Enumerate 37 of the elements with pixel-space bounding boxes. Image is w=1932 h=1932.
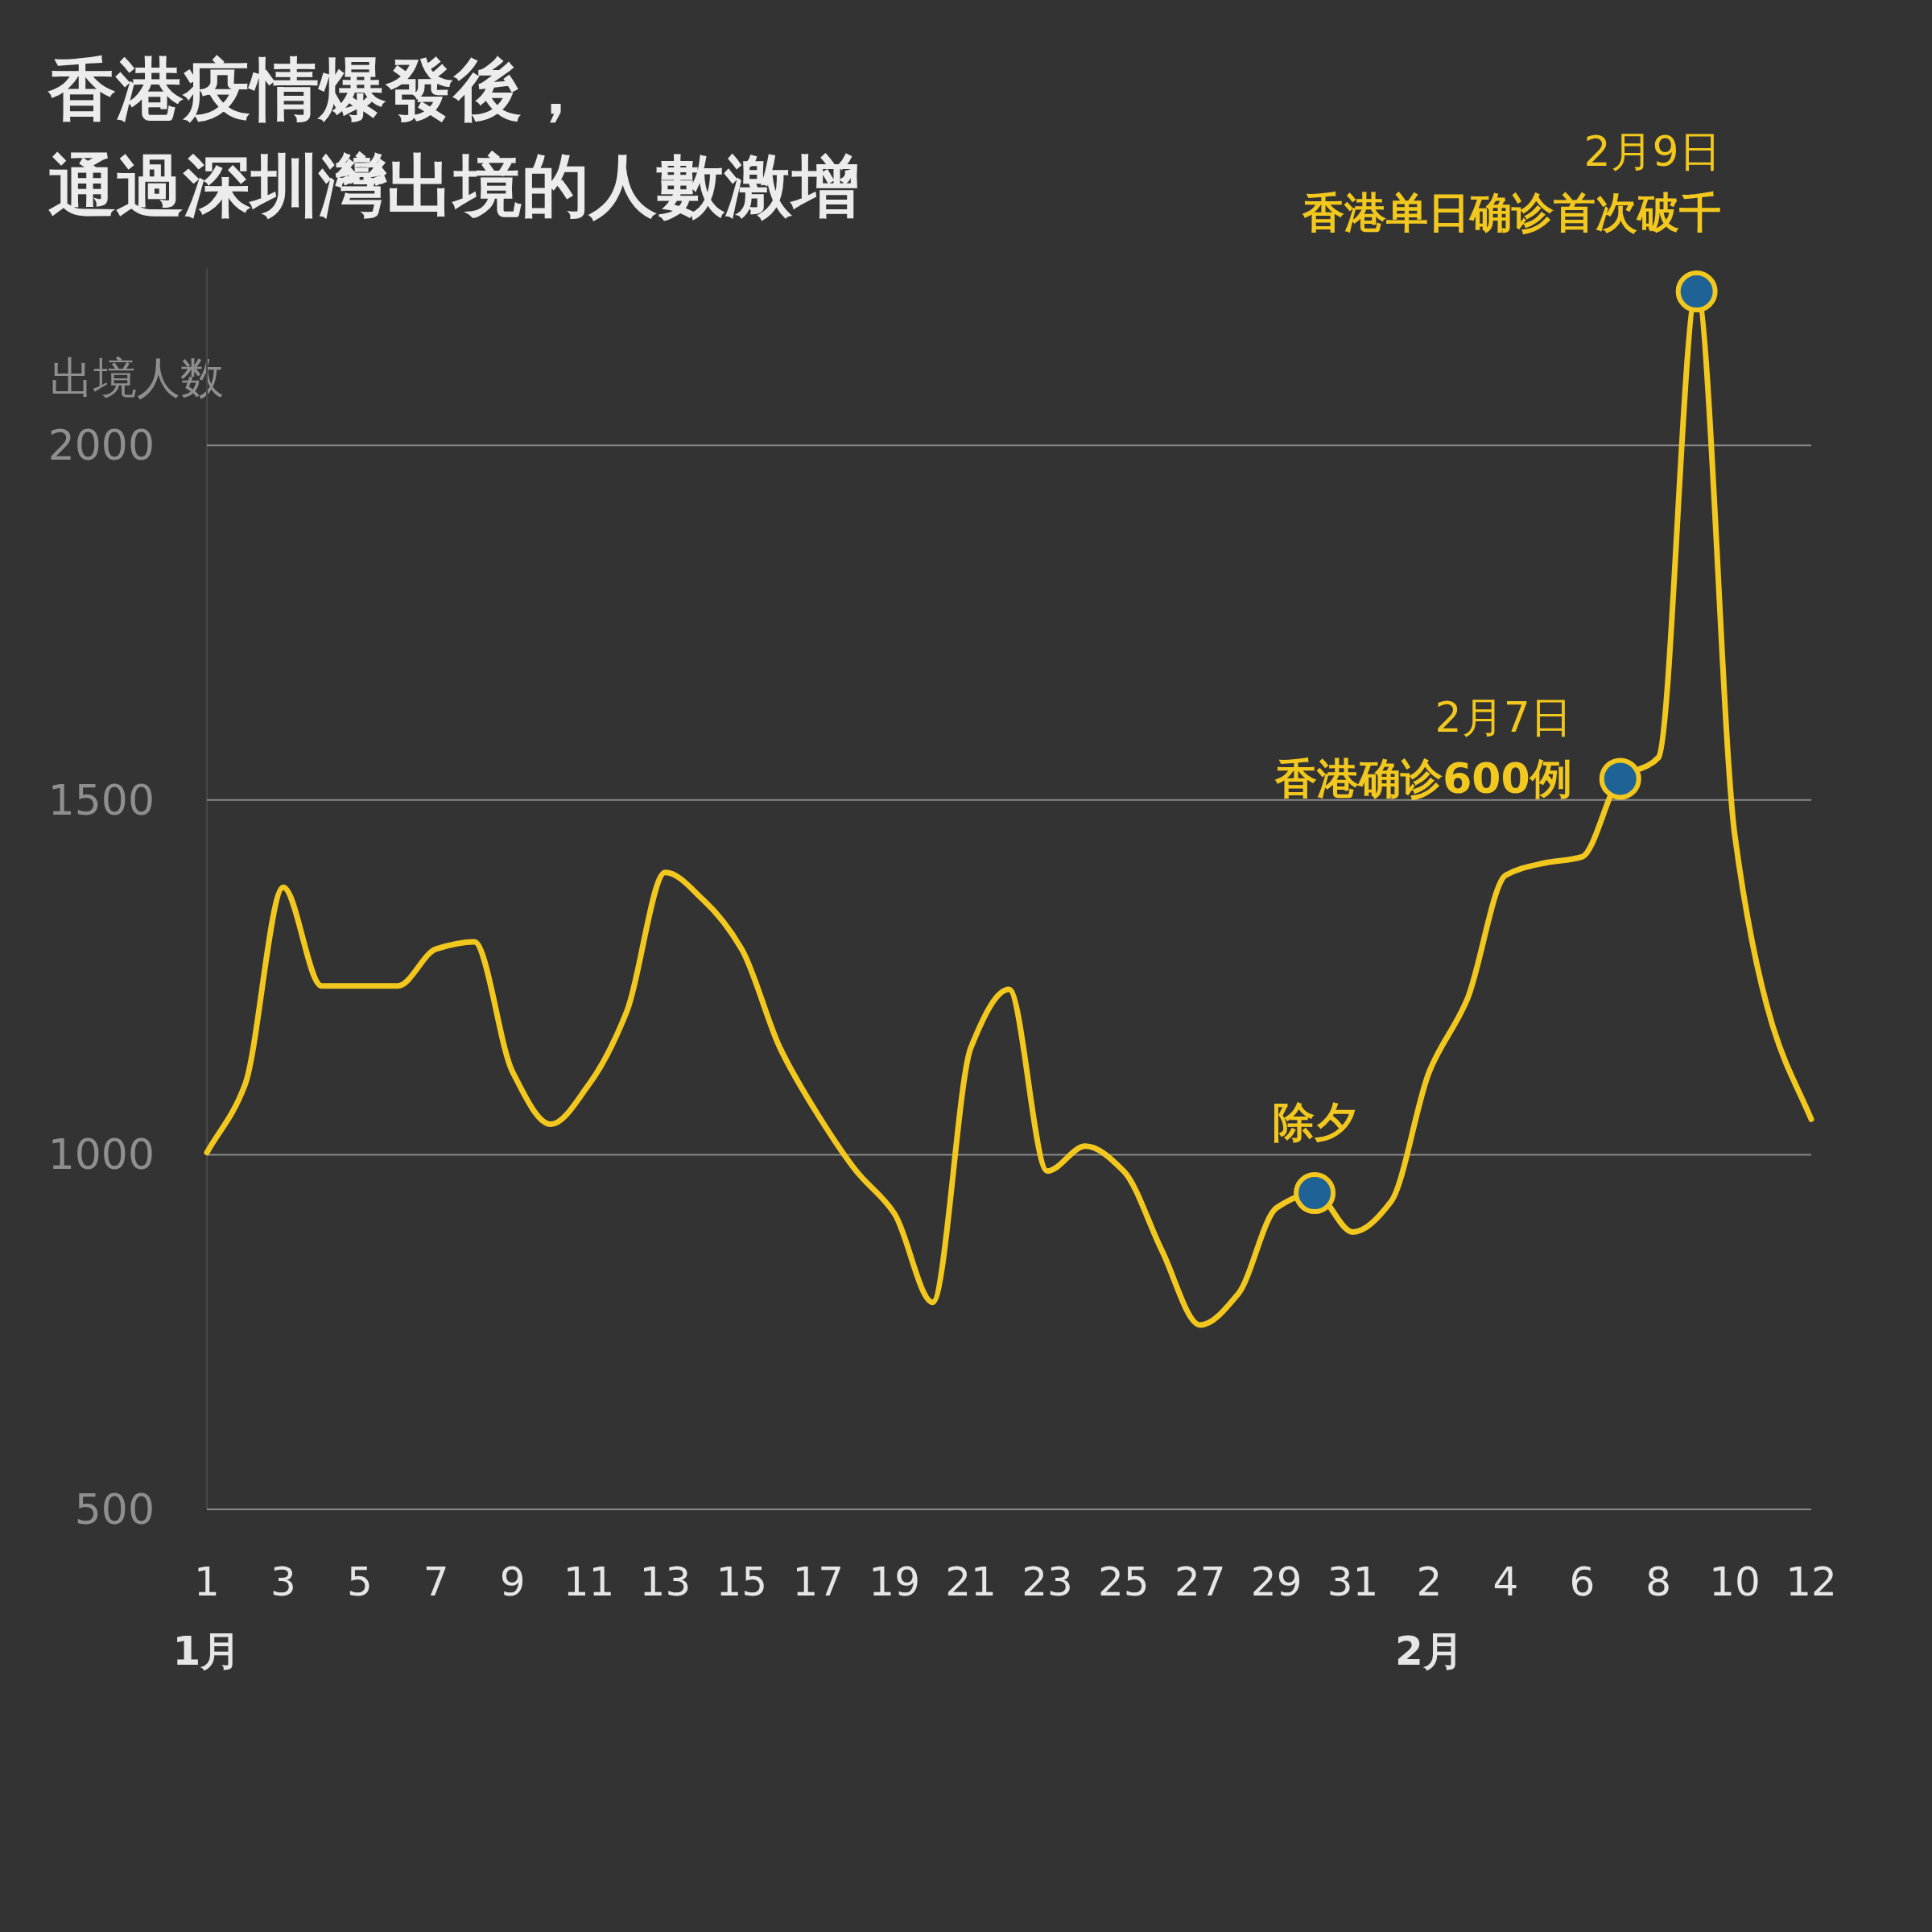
y-tick-label: 2000 (47, 421, 155, 470)
point (1599, 758, 1641, 800)
x-tick-label: 4 (1492, 1558, 1519, 1605)
x-tick-label: 1 (194, 1558, 220, 1605)
x-tick-label: 13 (639, 1558, 691, 1605)
x-tick-label: 19 (869, 1558, 920, 1605)
annotation: 2月7日 (1435, 693, 1572, 742)
x-tick-label: 3 (270, 1558, 296, 1605)
x-tick-label: 5 (346, 1558, 373, 1605)
x-tick-label: 11 (563, 1558, 615, 1605)
annotation: 香港确诊600例 (1274, 754, 1572, 803)
y-tick-label: 1000 (47, 1130, 155, 1179)
y-tick-label: 1500 (47, 775, 155, 824)
x-tick-label: 2 (1416, 1558, 1443, 1605)
x-tick-label: 29 (1250, 1558, 1302, 1605)
point (1675, 270, 1718, 313)
x-tick-label: 7 (423, 1558, 449, 1605)
x-tick-label: 9 (499, 1558, 526, 1605)
point (1294, 1172, 1336, 1215)
x-tick-label: 8 (1645, 1558, 1672, 1605)
x-tick-label: 21 (945, 1558, 997, 1605)
annotation: 2月9日 (1583, 127, 1721, 176)
x2-tick-label: 1月 (172, 1628, 242, 1674)
y-tick-label: 500 (74, 1485, 155, 1534)
x-tick-label: 17 (792, 1558, 844, 1605)
x2-tick-label: 2月 (1395, 1628, 1463, 1674)
chart-title: 香港疫情爆發後，通過深圳灣出境的人數激增 (47, 50, 860, 225)
x-tick-label: 27 (1174, 1558, 1226, 1605)
x-tick-label: 15 (716, 1558, 768, 1605)
x-tick-label: 25 (1098, 1558, 1150, 1605)
annotation: 香港单日确诊首次破千 (1301, 188, 1721, 237)
x-tick-label: 31 (1327, 1558, 1379, 1605)
annotation: 除夕 (1273, 1098, 1357, 1147)
x-tick-label: 23 (1022, 1558, 1073, 1605)
x-tick-label: 12 (1785, 1558, 1837, 1605)
x-tick-label: 6 (1569, 1558, 1596, 1605)
x-tick-label: 10 (1709, 1558, 1761, 1605)
